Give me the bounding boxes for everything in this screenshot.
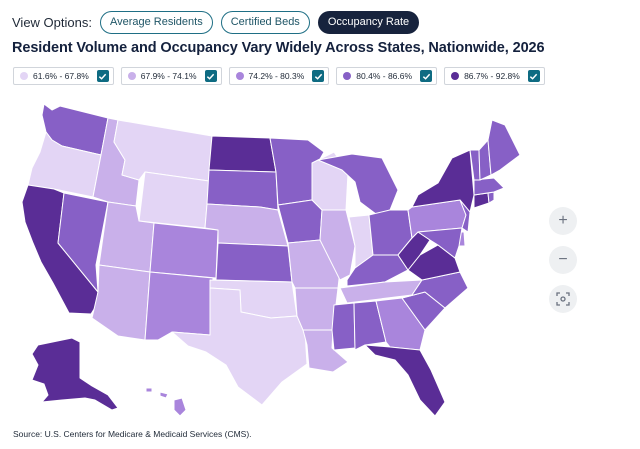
certified-beds-button[interactable]: Certified Beds — [220, 10, 310, 34]
state-az[interactable] — [91, 264, 151, 341]
state-ri[interactable] — [487, 191, 495, 204]
map-title: Resident Volume and Occupancy Vary Widel… — [12, 40, 545, 56]
state-ct[interactable] — [473, 192, 490, 209]
state-sd[interactable] — [206, 169, 279, 211]
legend-swatch — [343, 72, 352, 80]
state-co[interactable] — [149, 222, 219, 279]
state-wy[interactable] — [138, 171, 210, 229]
legend-item-4[interactable]: 86.7% - 92.8% — [444, 67, 545, 85]
state-nv[interactable] — [57, 192, 109, 293]
checkbox-icon[interactable] — [312, 70, 325, 82]
legend: 61.6% - 67.8% 67.9% - 74.1% 74.2% - 80.3… — [13, 67, 545, 85]
state-hi-2[interactable] — [159, 391, 169, 399]
legend-item-1[interactable]: 67.9% - 74.1% — [120, 67, 222, 85]
legend-label: 74.2% - 80.3% — [248, 71, 305, 81]
state-tx[interactable] — [171, 287, 308, 406]
legend-item-3[interactable]: 80.4% - 86.6% — [336, 67, 438, 85]
state-ms[interactable] — [331, 302, 356, 351]
occupancy-rate-button[interactable]: Occupancy Rate — [317, 10, 420, 34]
checkbox-icon[interactable] — [527, 70, 540, 82]
state-me[interactable] — [487, 119, 521, 176]
view-options-label: View Options: — [12, 14, 92, 30]
state-fl[interactable] — [364, 344, 446, 417]
legend-item-2[interactable]: 74.2% - 80.3% — [228, 67, 330, 85]
state-ar[interactable] — [294, 287, 339, 331]
legend-swatch — [127, 72, 136, 80]
state-md[interactable] — [417, 227, 463, 259]
state-ma[interactable] — [473, 177, 505, 196]
view-options-bar: View Options: Average Residents Certifie… — [12, 10, 420, 34]
state-hi-1[interactable] — [173, 397, 187, 417]
state-ks[interactable] — [215, 242, 293, 283]
checkbox-icon[interactable] — [204, 70, 217, 82]
legend-item-0[interactable]: 61.6% - 67.8% — [13, 67, 114, 85]
source-note: Source: U.S. Centers for Medicare & Medi… — [13, 429, 252, 439]
state-nj[interactable] — [459, 199, 471, 233]
legend-swatch — [20, 72, 28, 80]
legend-label: 80.4% - 86.6% — [356, 71, 413, 81]
average-residents-button[interactable]: Average Residents — [99, 10, 213, 34]
checkbox-icon[interactable] — [96, 70, 109, 82]
zoom-in-button[interactable]: + — [549, 207, 577, 235]
state-al[interactable] — [353, 300, 387, 351]
us-choropleth-map — [21, 103, 521, 417]
state-or[interactable] — [27, 131, 102, 198]
state-hi-3[interactable] — [145, 387, 153, 393]
fit-screen-icon — [556, 292, 570, 306]
zoom-out-button[interactable]: − — [549, 246, 577, 274]
legend-label: 61.6% - 67.8% — [33, 71, 89, 81]
reset-view-button[interactable] — [549, 285, 577, 313]
state-ak[interactable] — [31, 337, 119, 411]
state-nm[interactable] — [144, 271, 214, 341]
legend-swatch — [235, 72, 244, 80]
state-mt[interactable] — [113, 119, 213, 182]
legend-label: 86.7% - 92.8% — [464, 71, 520, 81]
state-nd[interactable] — [208, 135, 277, 173]
state-ny[interactable] — [411, 149, 475, 216]
checkbox-icon[interactable] — [420, 70, 433, 82]
legend-swatch — [451, 72, 460, 80]
legend-label: 67.9% - 74.1% — [140, 71, 197, 81]
